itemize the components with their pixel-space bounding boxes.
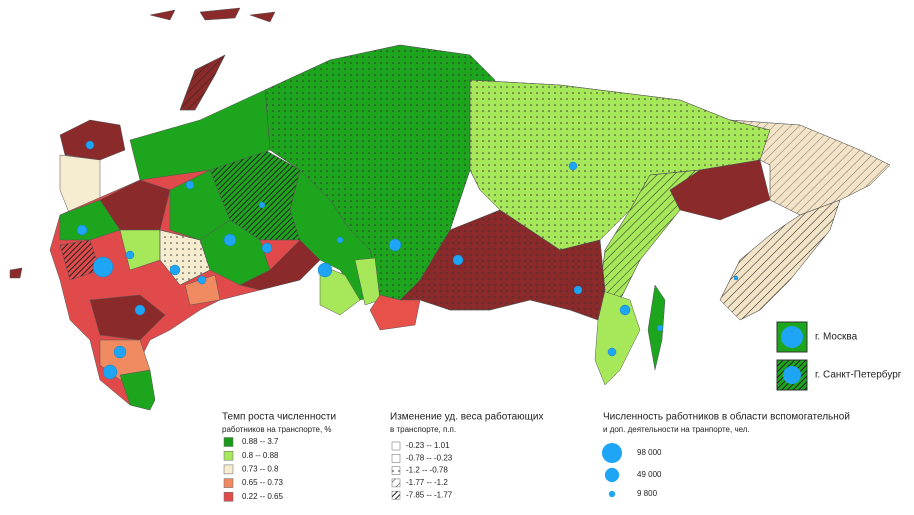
legend-label: -0.23 -- 1.01	[406, 441, 450, 450]
legend-label: 9 800	[637, 489, 658, 498]
legend-title: Численность работников в области вспомог…	[603, 411, 850, 423]
legend-title: Темп роста численности	[222, 412, 336, 423]
legend-subtitle: в транспорте, п.п.	[390, 425, 456, 434]
legend-label: 98 000	[637, 448, 662, 457]
legend-label: 0.65 -- 0.73	[242, 478, 283, 487]
legend-pattern	[392, 478, 400, 487]
size-circle	[608, 490, 616, 498]
russia-map	[9, 7, 891, 411]
legend-label: 49 000	[637, 470, 662, 479]
legend-title: Изменение уд. веса работающих	[390, 411, 543, 423]
size-circle	[601, 442, 623, 464]
legend-swatch	[223, 450, 234, 461]
legend-label: -7.85 -- -1.77	[406, 490, 453, 499]
legend-label: -1.2 -- -0.78	[406, 466, 448, 475]
legend-swatch	[223, 464, 234, 475]
legend-swatch	[223, 492, 234, 502]
legend-label: 0.22 -- 0.65	[242, 492, 283, 501]
legend-subtitle: работников на транспорте, %	[222, 425, 332, 434]
inset-label: г. Санкт-Петербург	[815, 369, 902, 381]
legend-label: -0.78 -- -0.23	[406, 453, 453, 462]
legend-swatch	[223, 478, 234, 488]
legend-subtitle: и доп. деятельности на транпорте, чел.	[603, 425, 750, 434]
legend-pattern	[392, 466, 400, 475]
legend-label: 0.73 -- 0.8	[242, 465, 279, 474]
legend-pattern	[392, 491, 400, 500]
legend-label: 0.88 -- 3.7	[242, 437, 279, 446]
inset-spb: г. Санкт-Петербург	[776, 359, 902, 391]
legend-label: -1.77 -- -1.2	[406, 478, 448, 487]
size-circle	[604, 467, 620, 483]
legend-swatch	[391, 441, 401, 451]
legend-swatch	[223, 437, 234, 447]
legend-swatch	[391, 454, 401, 463]
inset-moscow: г. Москва	[776, 321, 858, 353]
legend-label: 0.8 -- 0.88	[242, 451, 279, 460]
inset-label: г. Москва	[815, 332, 858, 343]
